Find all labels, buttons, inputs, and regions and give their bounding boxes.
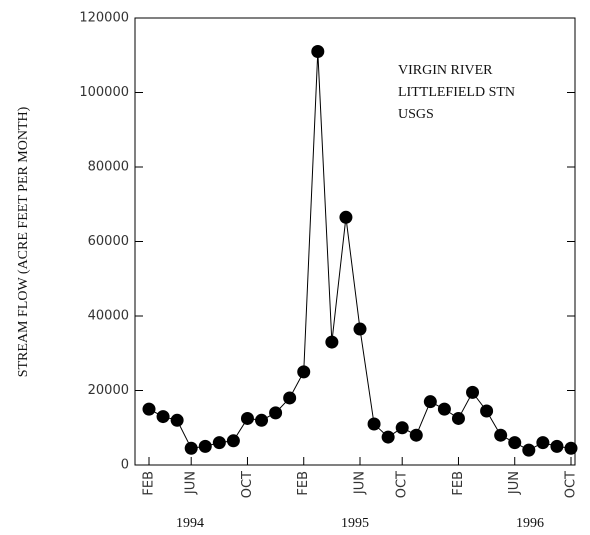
- data-point: [550, 439, 564, 453]
- x-tick-label: JUN: [184, 471, 199, 495]
- data-point: [409, 428, 423, 442]
- year-label: 1995: [341, 516, 369, 531]
- data-point: [297, 365, 311, 379]
- data-point: [325, 335, 339, 349]
- data-point: [240, 411, 254, 425]
- data-point: [466, 385, 480, 399]
- data-point: [184, 441, 198, 455]
- y-tick-label: 20000: [88, 383, 129, 398]
- y-tick-label: 100000: [79, 85, 129, 100]
- annotation: USGS: [398, 107, 434, 122]
- data-point: [269, 406, 283, 420]
- data-point: [255, 413, 269, 427]
- x-tick-label: OCT: [240, 471, 255, 498]
- data-point: [494, 428, 508, 442]
- data-point: [198, 439, 212, 453]
- x-tick-label: JUN: [353, 471, 368, 495]
- data-point: [212, 436, 226, 450]
- data-point: [311, 45, 325, 59]
- data-point: [508, 436, 522, 450]
- y-tick-label: 80000: [88, 160, 129, 175]
- data-point: [395, 421, 409, 435]
- y-tick-label: 120000: [79, 11, 129, 26]
- data-point: [170, 413, 184, 427]
- data-point: [367, 417, 381, 431]
- y-tick-label: 0: [121, 458, 129, 473]
- y-axis-label: STREAM FLOW (ACRE FEET PER MONTH): [16, 106, 31, 377]
- data-point: [283, 391, 297, 405]
- y-tick-label: 40000: [88, 309, 129, 324]
- annotation: VIRGIN RIVER: [398, 63, 493, 78]
- year-label: 1996: [516, 516, 544, 531]
- x-tick-label: FEB: [296, 471, 311, 496]
- x-tick-label: FEB: [451, 471, 466, 496]
- data-point: [156, 410, 170, 424]
- data-point: [480, 404, 494, 418]
- series-line: [148, 51, 572, 451]
- x-tick-label: OCT: [564, 471, 579, 498]
- annotation: LITTLEFIELD STN: [398, 85, 515, 100]
- x-tick-label: FEB: [142, 471, 157, 496]
- data-point: [142, 402, 156, 416]
- data-point: [522, 443, 536, 457]
- data-point: [437, 402, 451, 416]
- data-point: [451, 411, 465, 425]
- data-point: [339, 210, 353, 224]
- data-point: [564, 441, 578, 455]
- data-point: [423, 395, 437, 409]
- year-label: 1994: [176, 516, 204, 531]
- data-point: [536, 436, 550, 450]
- y-tick-label: 60000: [88, 234, 129, 249]
- x-tick-label: OCT: [395, 471, 410, 498]
- x-tick-label: JUN: [507, 471, 522, 495]
- data-point: [381, 430, 395, 444]
- data-point: [353, 322, 367, 336]
- data-point: [226, 434, 240, 448]
